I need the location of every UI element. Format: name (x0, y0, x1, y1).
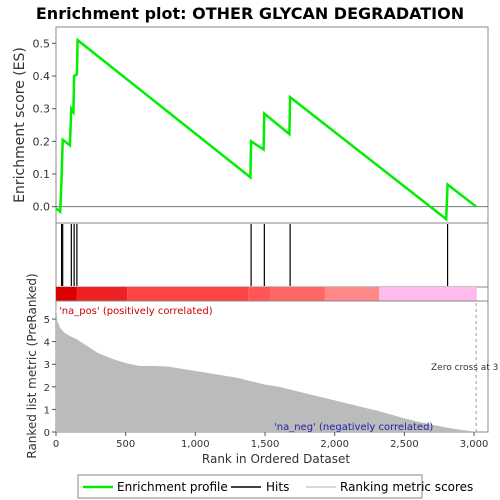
color-bar-segment (56, 287, 77, 301)
metric-ytick-label: 3 (44, 360, 50, 371)
metric-ytick-label: 4 (44, 338, 50, 349)
es-ytick-label: 0.5 (33, 37, 51, 50)
hit-lines (60, 224, 449, 286)
es-ytick-label: 0.1 (33, 168, 51, 181)
metric-ytick-label: 2 (44, 383, 50, 394)
x-tick-label: 1,000 (181, 439, 210, 450)
es-yticks: 0.0 0.1 0.2 0.3 0.4 0.5 (33, 37, 56, 214)
ranking-color-bar (56, 287, 477, 301)
zero-cross-label: Zero cross at 3 (431, 363, 498, 373)
x-tick-label: 3,000 (460, 439, 489, 450)
es-ytick-label: 0.3 (33, 103, 51, 116)
metric-ytick-label: 0 (44, 428, 50, 439)
es-ytick-label: 0.2 (33, 135, 51, 148)
x-tick-label: 0 (53, 439, 59, 450)
es-panel-frame (55, 26, 489, 224)
metric-ytick-label: 5 (44, 315, 50, 326)
metric-yticks: 0 1 2 3 4 5 (44, 315, 56, 439)
legend-hits-label: Hits (266, 480, 289, 494)
legend-metric-label: Ranking metric scores (340, 480, 473, 494)
es-ylabel: Enrichment score (ES) (12, 47, 28, 203)
color-bar-segment (127, 287, 249, 301)
color-bar-segment (76, 287, 128, 301)
legend-enrichment-label: Enrichment profile (117, 480, 228, 494)
color-bar-segment (270, 287, 325, 301)
hits-panel-frame (55, 222, 489, 288)
es-ytick-label: 0.4 (33, 70, 51, 83)
enrichment-profile-line (55, 37, 477, 222)
x-ticks: 0 500 1,000 1,500 2,000 2,500 3,000 (53, 432, 489, 450)
x-tick-label: 2,500 (390, 439, 419, 450)
color-bar-segment (248, 287, 271, 301)
color-bar-segment (324, 287, 380, 301)
chart-title: Enrichment plot: OTHER GLYCAN DEGRADATIO… (36, 4, 464, 23)
positive-correlation-label: 'na_pos' (positively correlated) (59, 306, 213, 317)
es-ytick-label: 0.0 (33, 201, 51, 214)
x-tick-label: 2,000 (320, 439, 349, 450)
metric-ylabel: Ranked list metric (PreRanked) (25, 273, 39, 458)
x-tick-label: 500 (116, 439, 135, 450)
negative-correlation-label: 'na_neg' (negatively correlated) (274, 422, 433, 433)
metric-ytick-label: 1 (44, 405, 50, 416)
color-bar-segment (379, 287, 477, 301)
x-tick-label: 1,500 (251, 439, 280, 450)
x-axis-label: Rank in Ordered Dataset (202, 452, 350, 466)
ranking-metric-area (56, 305, 477, 432)
